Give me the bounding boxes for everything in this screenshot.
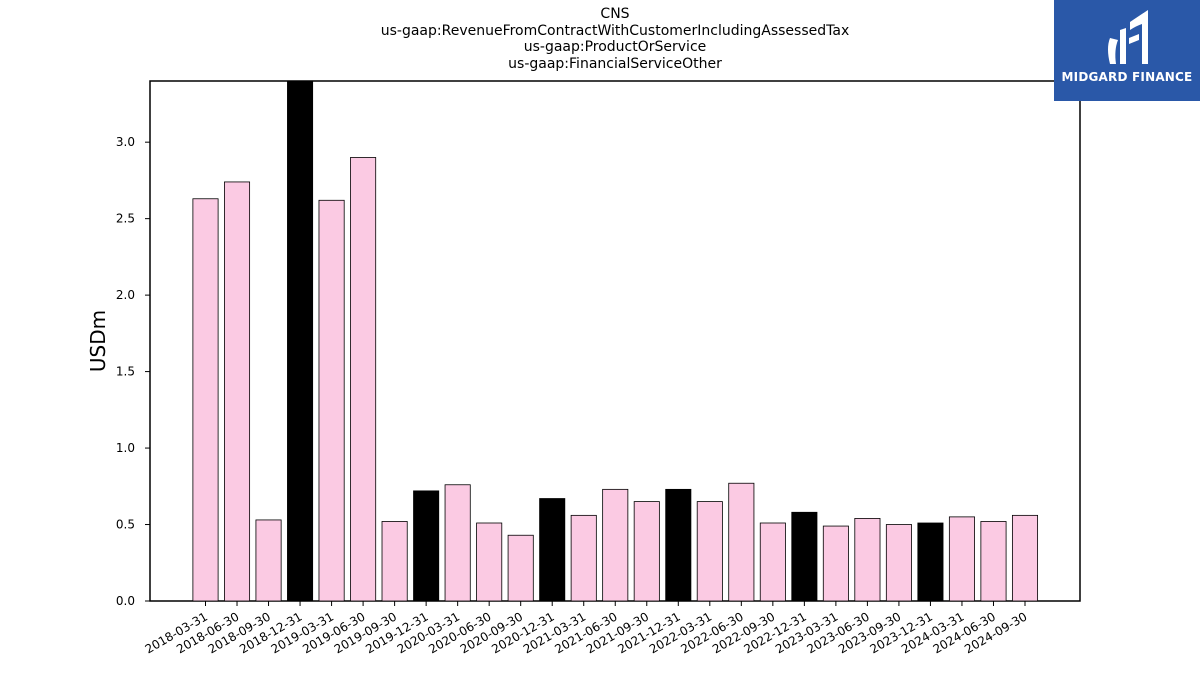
bar-2021-09-30	[633, 501, 660, 602]
bar-2023-03-31	[822, 525, 849, 602]
bar-2021-03-31	[570, 514, 597, 602]
bar-2022-12-31	[791, 511, 818, 602]
chart-title: CNS us-gaap:RevenueFromContractWithCusto…	[150, 6, 1080, 72]
bar-2019-03-31	[318, 199, 345, 602]
logo-text: MIDGARD FINANCE	[1061, 70, 1193, 84]
bar-2022-06-30	[728, 482, 755, 602]
bar-2018-03-31	[192, 198, 219, 602]
y-tick-label: 2.0	[116, 288, 135, 302]
y-tick-label: 2.5	[116, 212, 135, 226]
bar-2023-09-30	[885, 524, 912, 602]
title-line-concept: us-gaap:RevenueFromContractWithCustomerI…	[380, 22, 850, 39]
bar-2018-09-30	[255, 519, 282, 602]
x-axis: 2018-03-312018-06-302018-09-302018-12-31…	[143, 601, 1030, 656]
bar-2020-12-31	[539, 498, 566, 602]
bar-2018-06-30	[224, 181, 251, 602]
bar-2019-06-30	[350, 157, 377, 602]
y-tick-label: 3.0	[116, 135, 135, 149]
bar-2019-09-30	[381, 521, 408, 602]
bars-group	[192, 80, 1039, 602]
bar-2023-06-30	[854, 518, 881, 602]
bar-2020-06-30	[476, 522, 503, 602]
y-axis: 0.0 0.5 1.0 1.5 2.0 2.5 3.0	[116, 135, 150, 608]
bar-2019-12-31	[413, 490, 440, 602]
bar-2024-09-30	[1011, 514, 1039, 602]
logo-mark-icon	[1108, 10, 1148, 64]
y-tick-label: 1.5	[116, 365, 135, 379]
title-line-member: us-gaap:FinancialServiceOther	[508, 55, 722, 72]
title-line-axis: us-gaap:ProductOrService	[523, 39, 707, 55]
bar-2023-12-31	[917, 522, 944, 602]
midgard-finance-logo: MIDGARD FINANCE	[1054, 0, 1200, 101]
y-tick-label: 0.5	[116, 518, 135, 532]
y-axis-label: USDm	[86, 310, 110, 372]
bar-2020-09-30	[507, 534, 534, 602]
bar-2022-03-31	[696, 501, 723, 602]
bar-2018-12-31	[287, 80, 314, 602]
bar-2024-03-31	[948, 516, 975, 602]
bar-2024-06-30	[980, 521, 1007, 602]
bar-2021-12-31	[665, 488, 692, 602]
bar-2021-06-30	[602, 488, 629, 602]
y-tick-label: 1.0	[116, 441, 135, 455]
bar-2022-09-30	[759, 522, 786, 602]
title-line-ticker: CNS	[600, 6, 630, 22]
y-tick-label: 0.0	[116, 594, 135, 608]
bar-2020-03-31	[444, 484, 471, 602]
